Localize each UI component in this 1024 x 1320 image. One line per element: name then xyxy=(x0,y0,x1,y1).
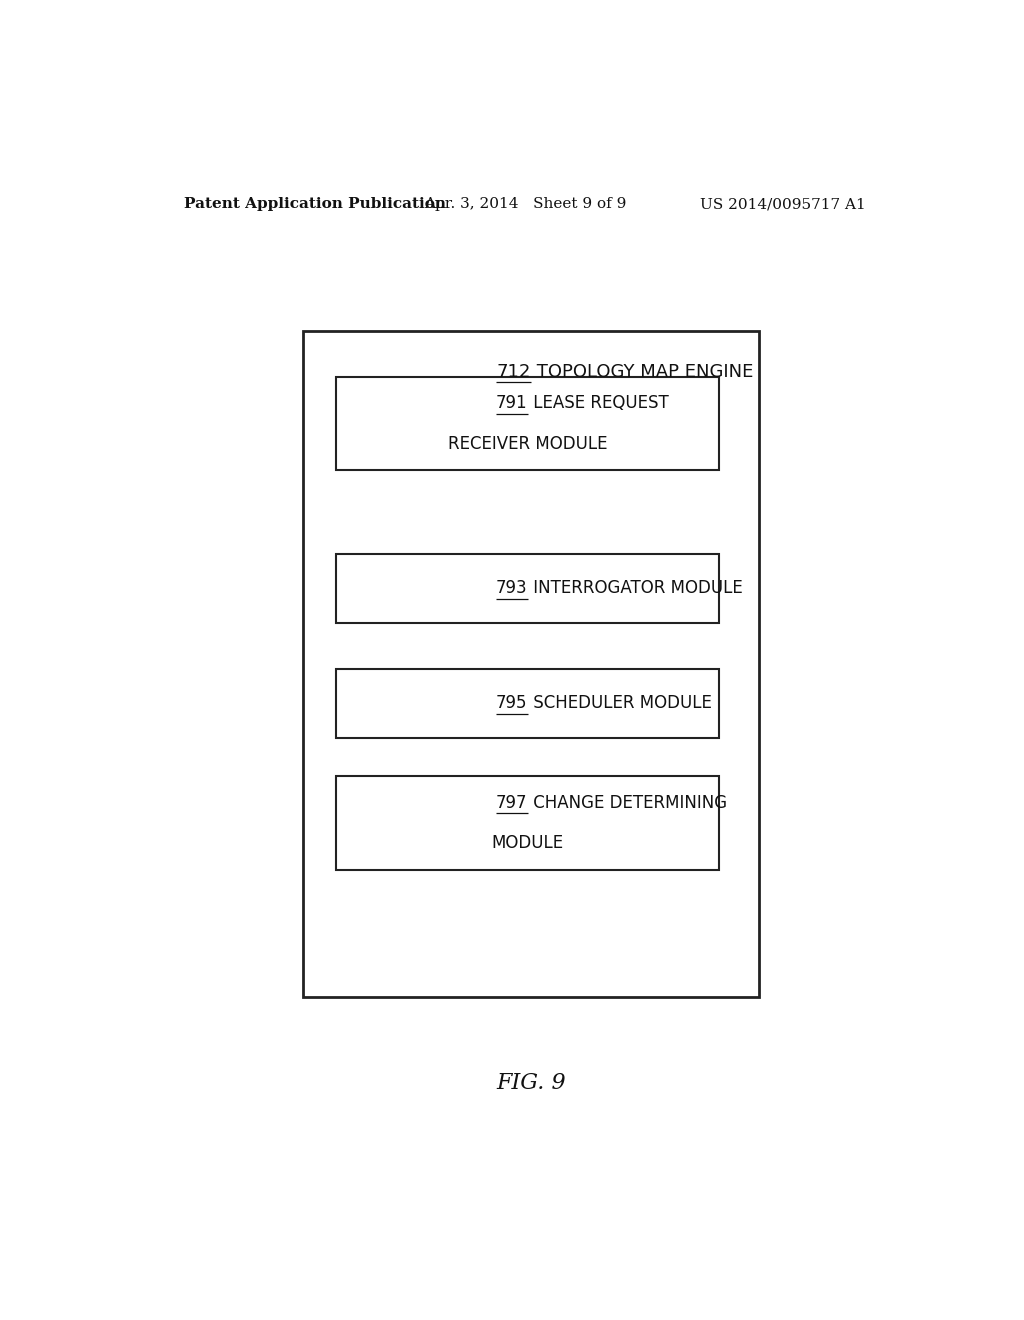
FancyBboxPatch shape xyxy=(336,669,719,738)
Text: LEASE REQUEST: LEASE REQUEST xyxy=(527,395,669,412)
Text: Apr. 3, 2014   Sheet 9 of 9: Apr. 3, 2014 Sheet 9 of 9 xyxy=(424,197,626,211)
Text: Patent Application Publication: Patent Application Publication xyxy=(183,197,445,211)
Text: 795: 795 xyxy=(496,694,527,713)
Text: CHANGE DETERMINING: CHANGE DETERMINING xyxy=(527,793,727,812)
Text: SCHEDULER MODULE: SCHEDULER MODULE xyxy=(527,694,712,713)
FancyBboxPatch shape xyxy=(303,331,759,997)
FancyBboxPatch shape xyxy=(336,776,719,870)
Text: RECEIVER MODULE: RECEIVER MODULE xyxy=(447,436,607,453)
Text: 797: 797 xyxy=(496,793,527,812)
Text: TOPOLOGY MAP ENGINE: TOPOLOGY MAP ENGINE xyxy=(530,363,753,381)
Text: 791: 791 xyxy=(496,395,527,412)
Text: 793: 793 xyxy=(496,579,527,598)
Text: INTERROGATOR MODULE: INTERROGATOR MODULE xyxy=(527,579,742,598)
Text: 712: 712 xyxy=(497,363,530,381)
Text: US 2014/0095717 A1: US 2014/0095717 A1 xyxy=(700,197,866,211)
FancyBboxPatch shape xyxy=(336,554,719,623)
Text: FIG. 9: FIG. 9 xyxy=(496,1072,565,1094)
FancyBboxPatch shape xyxy=(336,378,719,470)
Text: MODULE: MODULE xyxy=(492,834,563,853)
